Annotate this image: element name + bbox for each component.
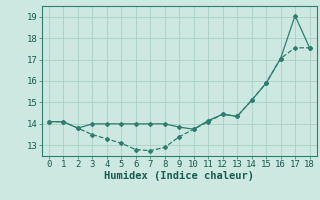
X-axis label: Humidex (Indice chaleur): Humidex (Indice chaleur): [104, 171, 254, 181]
